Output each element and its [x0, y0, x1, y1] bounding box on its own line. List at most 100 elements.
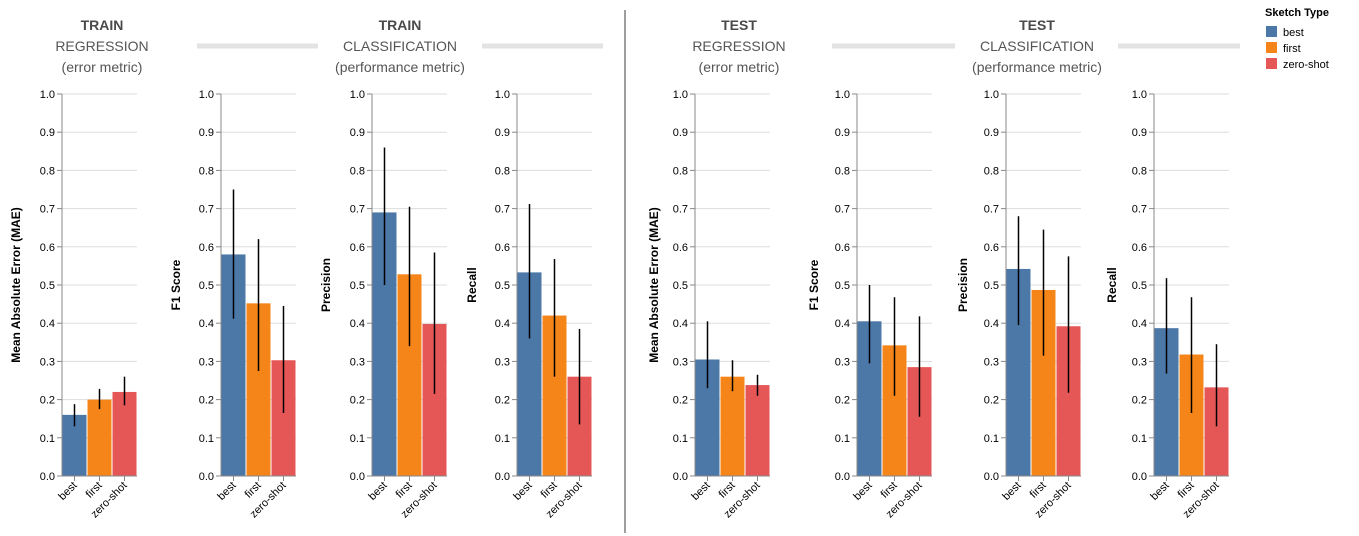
- x-tick-label-first: first: [394, 480, 415, 501]
- y-tick-label: 0.2: [835, 395, 850, 407]
- y-tick-label: 0.2: [40, 395, 55, 407]
- y-tick-label: 0.9: [350, 127, 365, 139]
- y-tick-label: 0.9: [40, 127, 55, 139]
- y-axis-label: Mean Absolute Error (MAE): [9, 207, 23, 363]
- y-axis-label: Mean Absolute Error (MAE): [647, 207, 661, 363]
- legend-label-zero-shot: zero-shot: [1283, 59, 1329, 71]
- y-tick-label: 0.6: [1132, 242, 1147, 254]
- panel-2: 0.0 0.1 0.2 0.3 0.4 0.5 0.6 0.7 0.8 0.9 1.0 best fir…: [169, 89, 296, 521]
- y-tick-label: 0.5: [495, 280, 510, 292]
- y-tick-label: 0.7: [984, 204, 999, 216]
- y-tick-label: 0.4: [1132, 318, 1147, 330]
- section-2-line1: TRAIN: [379, 17, 422, 33]
- y-tick-label: 0.1: [40, 433, 55, 445]
- x-tick-label-first: first: [1176, 480, 1197, 501]
- y-tick-label: 0.5: [835, 280, 850, 292]
- y-tick-label: 0.9: [984, 127, 999, 139]
- section-header-test-regression: TEST REGRESSION (error metric): [692, 17, 785, 75]
- section-4-line1: TEST: [1019, 17, 1055, 33]
- y-tick-label: 0.2: [984, 395, 999, 407]
- legend-title: Sketch Type: [1265, 7, 1329, 19]
- y-tick-label: 0.3: [40, 356, 55, 368]
- y-tick-label: 0.5: [1132, 280, 1147, 292]
- y-tick-label: 1.0: [40, 89, 55, 101]
- y-tick-label: 0.4: [199, 318, 214, 330]
- y-tick-label: 0.5: [984, 280, 999, 292]
- bar-zero-shot: [112, 391, 137, 476]
- y-tick-label: 0.8: [1132, 165, 1147, 177]
- y-tick-label: 0.5: [350, 280, 365, 292]
- y-tick-label: 0.8: [673, 165, 688, 177]
- y-tick-label: 0.6: [495, 242, 510, 254]
- y-tick-label: 0.4: [40, 318, 55, 330]
- x-tick-label-best: best: [689, 480, 712, 503]
- y-tick-label: 0.4: [350, 318, 365, 330]
- y-tick-label: 0.3: [1132, 356, 1147, 368]
- y-tick-label: 1.0: [495, 89, 510, 101]
- y-axis-label: Precision: [319, 258, 333, 312]
- y-tick-label: 0.0: [1132, 471, 1147, 483]
- x-tick-label-first: first: [879, 480, 900, 501]
- y-tick-label: 0.0: [673, 471, 688, 483]
- y-tick-label: 1.0: [1132, 89, 1147, 101]
- y-tick-label: 0.9: [495, 127, 510, 139]
- y-tick-label: 0.1: [835, 433, 850, 445]
- y-tick-label: 0.8: [495, 165, 510, 177]
- x-tick-label-best: best: [366, 480, 389, 503]
- section-3-line2: REGRESSION: [692, 38, 785, 54]
- y-tick-label: 0.7: [350, 204, 365, 216]
- y-tick-label: 0.5: [199, 280, 214, 292]
- y-tick-label: 0.8: [984, 165, 999, 177]
- legend-label-best: best: [1283, 27, 1304, 39]
- y-tick-label: 0.6: [673, 242, 688, 254]
- y-tick-label: 0.6: [40, 242, 55, 254]
- y-tick-label: 0.9: [673, 127, 688, 139]
- y-tick-label: 0.8: [40, 165, 55, 177]
- section-4-line2: CLASSIFICATION: [980, 38, 1094, 54]
- section-2-line2: CLASSIFICATION: [343, 38, 457, 54]
- section-header-train-classification: TRAIN CLASSIFICATION (performance metric…: [197, 17, 603, 75]
- panel-8: 0.0 0.1 0.2 0.3 0.4 0.5 0.6 0.7 0.8 0.9 1.0 best fir…: [1105, 89, 1229, 521]
- y-axis-label: Recall: [465, 267, 479, 302]
- y-tick-label: 0.4: [495, 318, 510, 330]
- y-axis-label: Recall: [1105, 267, 1119, 302]
- x-tick-label-best: best: [1000, 480, 1023, 503]
- y-tick-label: 0.3: [350, 356, 365, 368]
- section-header-test-classification: TEST CLASSIFICATION (performance metric): [832, 17, 1240, 75]
- y-tick-label: 0.5: [40, 280, 55, 292]
- x-tick-label-best: best: [56, 480, 79, 503]
- y-tick-label: 0.0: [350, 471, 365, 483]
- y-tick-label: 0.1: [199, 433, 214, 445]
- panel-6: 0.0 0.1 0.2 0.3 0.4 0.5 0.6 0.7 0.8 0.9 1.0 best fir…: [807, 89, 932, 521]
- y-tick-label: 0.3: [835, 356, 850, 368]
- bar-first: [720, 376, 745, 476]
- y-tick-label: 0.2: [495, 395, 510, 407]
- y-tick-label: 0.0: [495, 471, 510, 483]
- y-tick-label: 0.3: [199, 356, 214, 368]
- y-tick-label: 0.8: [835, 165, 850, 177]
- y-tick-label: 0.5: [673, 280, 688, 292]
- y-tick-label: 0.6: [199, 242, 214, 254]
- y-tick-label: 0.0: [835, 471, 850, 483]
- x-tick-label-best: best: [511, 480, 534, 503]
- y-tick-label: 0.9: [199, 127, 214, 139]
- y-tick-label: 0.4: [673, 318, 688, 330]
- y-tick-label: 0.3: [673, 356, 688, 368]
- x-tick-label-best: best: [851, 480, 874, 503]
- y-tick-label: 0.3: [495, 356, 510, 368]
- y-tick-label: 0.4: [984, 318, 999, 330]
- y-tick-label: 0.4: [835, 318, 850, 330]
- y-tick-label: 0.2: [350, 395, 365, 407]
- y-tick-label: 0.0: [199, 471, 214, 483]
- y-tick-label: 0.3: [984, 356, 999, 368]
- y-axis-label: F1 Score: [169, 259, 183, 310]
- y-tick-label: 0.1: [984, 433, 999, 445]
- y-tick-label: 1.0: [673, 89, 688, 101]
- y-tick-label: 0.6: [984, 242, 999, 254]
- x-tick-label-best: best: [215, 480, 238, 503]
- panel-7: 0.0 0.1 0.2 0.3 0.4 0.5 0.6 0.7 0.8 0.9 1.0 best fir…: [956, 89, 1081, 521]
- legend-swatch-first: [1266, 42, 1277, 53]
- y-tick-label: 1.0: [835, 89, 850, 101]
- y-tick-label: 0.2: [1132, 395, 1147, 407]
